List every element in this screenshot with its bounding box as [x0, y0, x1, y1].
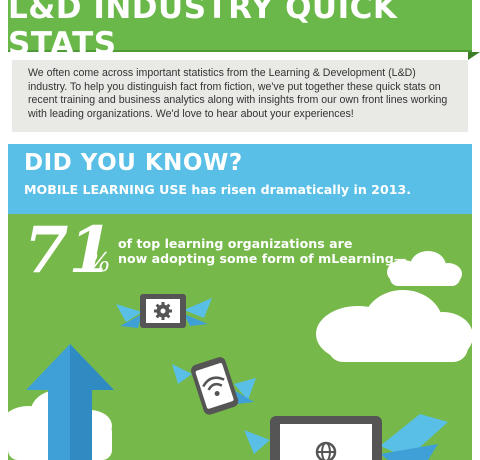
header-banner: L&D INDUSTRY QUICK STATS	[8, 0, 472, 62]
cloud-icon	[387, 251, 462, 286]
stat-description-line-2: now adopting some form of mLearning—	[118, 251, 407, 266]
stat-value: 71	[24, 213, 114, 288]
did-you-know-subtitle: MOBILE LEARNING USE has risen dramatical…	[24, 182, 412, 197]
stat-description-line-1: of top learning organizations are	[118, 236, 353, 251]
mobile-learning-illustration	[8, 251, 472, 460]
intro-paragraph: We often come across important statistic…	[12, 60, 468, 132]
did-you-know-title: DID YOU KNOW?	[24, 150, 243, 176]
up-arrow-icon	[26, 344, 114, 460]
wifi-icon	[202, 376, 225, 397]
stat-percent-sign: %	[86, 248, 111, 278]
stat-description: of top learning organizations are now ad…	[118, 236, 406, 266]
tablet-gear-device	[116, 294, 212, 328]
banner-fold	[468, 52, 480, 60]
phone-wifi-device	[172, 357, 256, 415]
globe-icon	[315, 441, 337, 460]
gear-icon	[154, 302, 172, 320]
page-title: L&D INDUSTRY QUICK STATS	[8, 0, 398, 62]
cloud-icon	[316, 290, 472, 362]
did-you-know-section	[8, 144, 472, 214]
tablet-globe-device	[244, 414, 448, 460]
